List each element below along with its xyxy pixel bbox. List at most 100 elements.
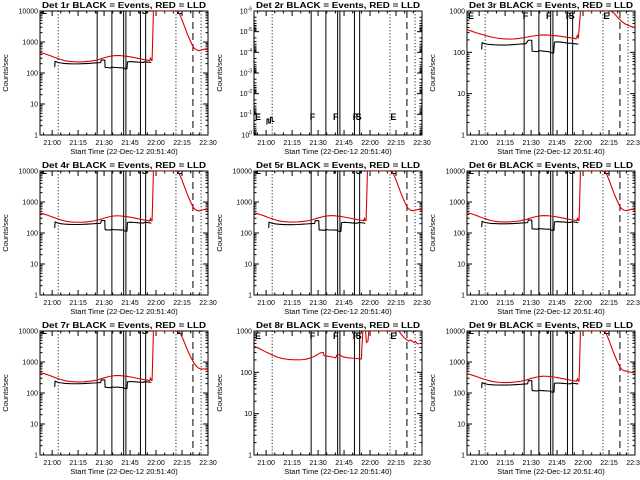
y-axis-title: Counts/sec bbox=[1, 374, 10, 412]
x-tick-label: 22:30 bbox=[199, 460, 217, 467]
x-tick-label: 22:30 bbox=[413, 140, 431, 147]
axis-ticks bbox=[467, 170, 636, 296]
axis-ticks bbox=[40, 170, 209, 296]
x-tick-label: 22:15 bbox=[600, 300, 618, 307]
y-tick-label: 1000 bbox=[22, 200, 38, 207]
y-tick-label: 100 bbox=[453, 231, 465, 238]
x-axis-title: Start Time (22-Dec-12 20:51:40) bbox=[284, 307, 392, 316]
flag-letter: E bbox=[254, 112, 260, 122]
x-tick-label: 21:15 bbox=[69, 300, 87, 307]
flag-letter: S bbox=[355, 331, 361, 341]
panel-det-1r: Det 1r BLACK = Events, RED = LLD 21:00 21:… bbox=[0, 0, 217, 160]
flag-letter: F bbox=[119, 326, 125, 336]
chart-det-5r: Det 5r BLACK = Events, RED = LLD 21:00 21:… bbox=[215, 161, 431, 316]
flag-letter: E bbox=[41, 166, 47, 176]
y-tick-label: 1000 bbox=[22, 40, 38, 47]
y-tick-label: 100 bbox=[241, 131, 252, 140]
flag-letter: F bbox=[119, 6, 125, 16]
x-tick-label: 21:00 bbox=[470, 460, 488, 467]
chart-det-2r: Det 2r BLACK = Events, RED = LLD 21:00 21:… bbox=[215, 1, 431, 156]
x-axis-title: Start Time (22-Dec-12 20:51:40) bbox=[284, 467, 392, 476]
flag-letter: F bbox=[309, 112, 315, 122]
x-tick-label: 22:30 bbox=[626, 460, 640, 467]
x-tick-label: 22:00 bbox=[574, 300, 592, 307]
panel-title: Det 5r BLACK = Events, RED = LLD bbox=[256, 161, 420, 170]
flag-letter: F bbox=[523, 166, 529, 176]
series-lld-line bbox=[40, 11, 208, 63]
y-tick-label: 1000 bbox=[449, 9, 465, 16]
y-axis-title: Counts/sec bbox=[1, 54, 10, 92]
y-tick-label: 100 bbox=[453, 50, 465, 57]
y-tick-label: 1000 bbox=[449, 360, 465, 367]
x-axis-title: Start Time (22-Dec-12 20:51:40) bbox=[497, 467, 605, 476]
y-tick-label: 10 bbox=[457, 422, 465, 429]
x-tick-label: 21:30 bbox=[95, 140, 113, 147]
chart-det-1r: Det 1r BLACK = Events, RED = LLD 21:00 21:… bbox=[1, 1, 217, 156]
flag-letters: E F F FS E bbox=[254, 331, 395, 341]
flag-letter: E bbox=[468, 166, 474, 176]
x-tick-label: 21:30 bbox=[522, 300, 540, 307]
flag-letter: F bbox=[119, 166, 125, 176]
y-axis-title: Counts/sec bbox=[1, 214, 10, 252]
flag-letter: S bbox=[142, 326, 148, 336]
y-tick-label: 1 bbox=[34, 133, 38, 140]
x-tick-label: 21:45 bbox=[121, 460, 139, 467]
x-tick-label: 21:00 bbox=[257, 460, 275, 467]
y-tick-label: 1000 bbox=[236, 200, 252, 207]
flag-letter: S bbox=[569, 11, 575, 21]
x-tick-label: 21:45 bbox=[335, 140, 353, 147]
y-tick-label: 1 bbox=[34, 453, 38, 460]
axis-ticks bbox=[467, 330, 636, 456]
panel-det-6r: Det 6r BLACK = Events, RED = LLD 21:00 21:… bbox=[427, 160, 640, 320]
y-tick-label: 1 bbox=[461, 293, 465, 300]
y-tick-label: 100 bbox=[26, 391, 38, 398]
y-tick-label: 1000 bbox=[236, 329, 252, 336]
flag-lines bbox=[271, 171, 416, 295]
axis-ticks bbox=[253, 330, 422, 456]
flag-lines bbox=[484, 11, 629, 135]
flag-letter: S bbox=[142, 6, 148, 16]
chart-det-3r: Det 3r BLACK = Events, RED = LLD 21:00 21:… bbox=[428, 1, 640, 156]
flag-letters: E F F FS E bbox=[468, 11, 609, 21]
chart-det-7r: Det 7r BLACK = Events, RED = LLD 21:00 21:… bbox=[1, 321, 217, 476]
panel-title: Det 8r BLACK = Events, RED = LLD bbox=[256, 321, 420, 330]
flag-letter: F bbox=[566, 326, 572, 336]
flag-lines bbox=[271, 331, 416, 455]
x-tick-label: 21:00 bbox=[257, 140, 275, 147]
series-lld-line bbox=[253, 331, 419, 361]
series-lld-line bbox=[467, 171, 635, 223]
series-events-line bbox=[265, 116, 274, 125]
flag-lines bbox=[271, 11, 416, 135]
x-axis-title: Start Time (22-Dec-12 20:51:40) bbox=[284, 147, 392, 156]
x-tick-label: 21:15 bbox=[69, 460, 87, 467]
y-tick-label: 10000 bbox=[19, 329, 39, 336]
flag-letter: E bbox=[254, 166, 260, 176]
x-tick-label: 22:15 bbox=[173, 460, 191, 467]
y-tick-label: 10 bbox=[30, 262, 38, 269]
chart-det-6r: Det 6r BLACK = Events, RED = LLD 21:00 21:… bbox=[428, 161, 640, 316]
flag-letter: F bbox=[139, 326, 145, 336]
panel-title: Det 3r BLACK = Events, RED = LLD bbox=[469, 1, 633, 10]
x-axis-title: Start Time (22-Dec-12 20:51:40) bbox=[70, 147, 178, 156]
x-axis-title: Start Time (22-Dec-12 20:51:40) bbox=[497, 307, 605, 316]
x-tick-label: 21:15 bbox=[69, 140, 87, 147]
y-tick-label: 1000 bbox=[22, 360, 38, 367]
x-tick-label: 22:15 bbox=[387, 300, 405, 307]
flag-letter: F bbox=[546, 166, 552, 176]
flag-letter: F bbox=[546, 11, 552, 21]
panel-det-4r: Det 4r BLACK = Events, RED = LLD 21:00 21:… bbox=[0, 160, 217, 320]
flag-letter: F bbox=[523, 326, 529, 336]
y-axis-title: Counts/sec bbox=[215, 214, 224, 252]
x-tick-label: 21:30 bbox=[95, 460, 113, 467]
flag-letter: E bbox=[390, 112, 396, 122]
x-tick-label: 22:15 bbox=[387, 460, 405, 467]
y-tick-label: 10 bbox=[30, 422, 38, 429]
x-tick-label: 21:15 bbox=[283, 460, 301, 467]
series-lld-line bbox=[467, 11, 635, 40]
x-tick-label: 21:30 bbox=[522, 140, 540, 147]
x-tick-label: 21:15 bbox=[283, 140, 301, 147]
x-axis-title: Start Time (22-Dec-12 20:51:40) bbox=[70, 467, 178, 476]
flag-letter: E bbox=[390, 331, 396, 341]
flag-letter: F bbox=[96, 6, 102, 16]
x-tick-label: 22:00 bbox=[574, 460, 592, 467]
